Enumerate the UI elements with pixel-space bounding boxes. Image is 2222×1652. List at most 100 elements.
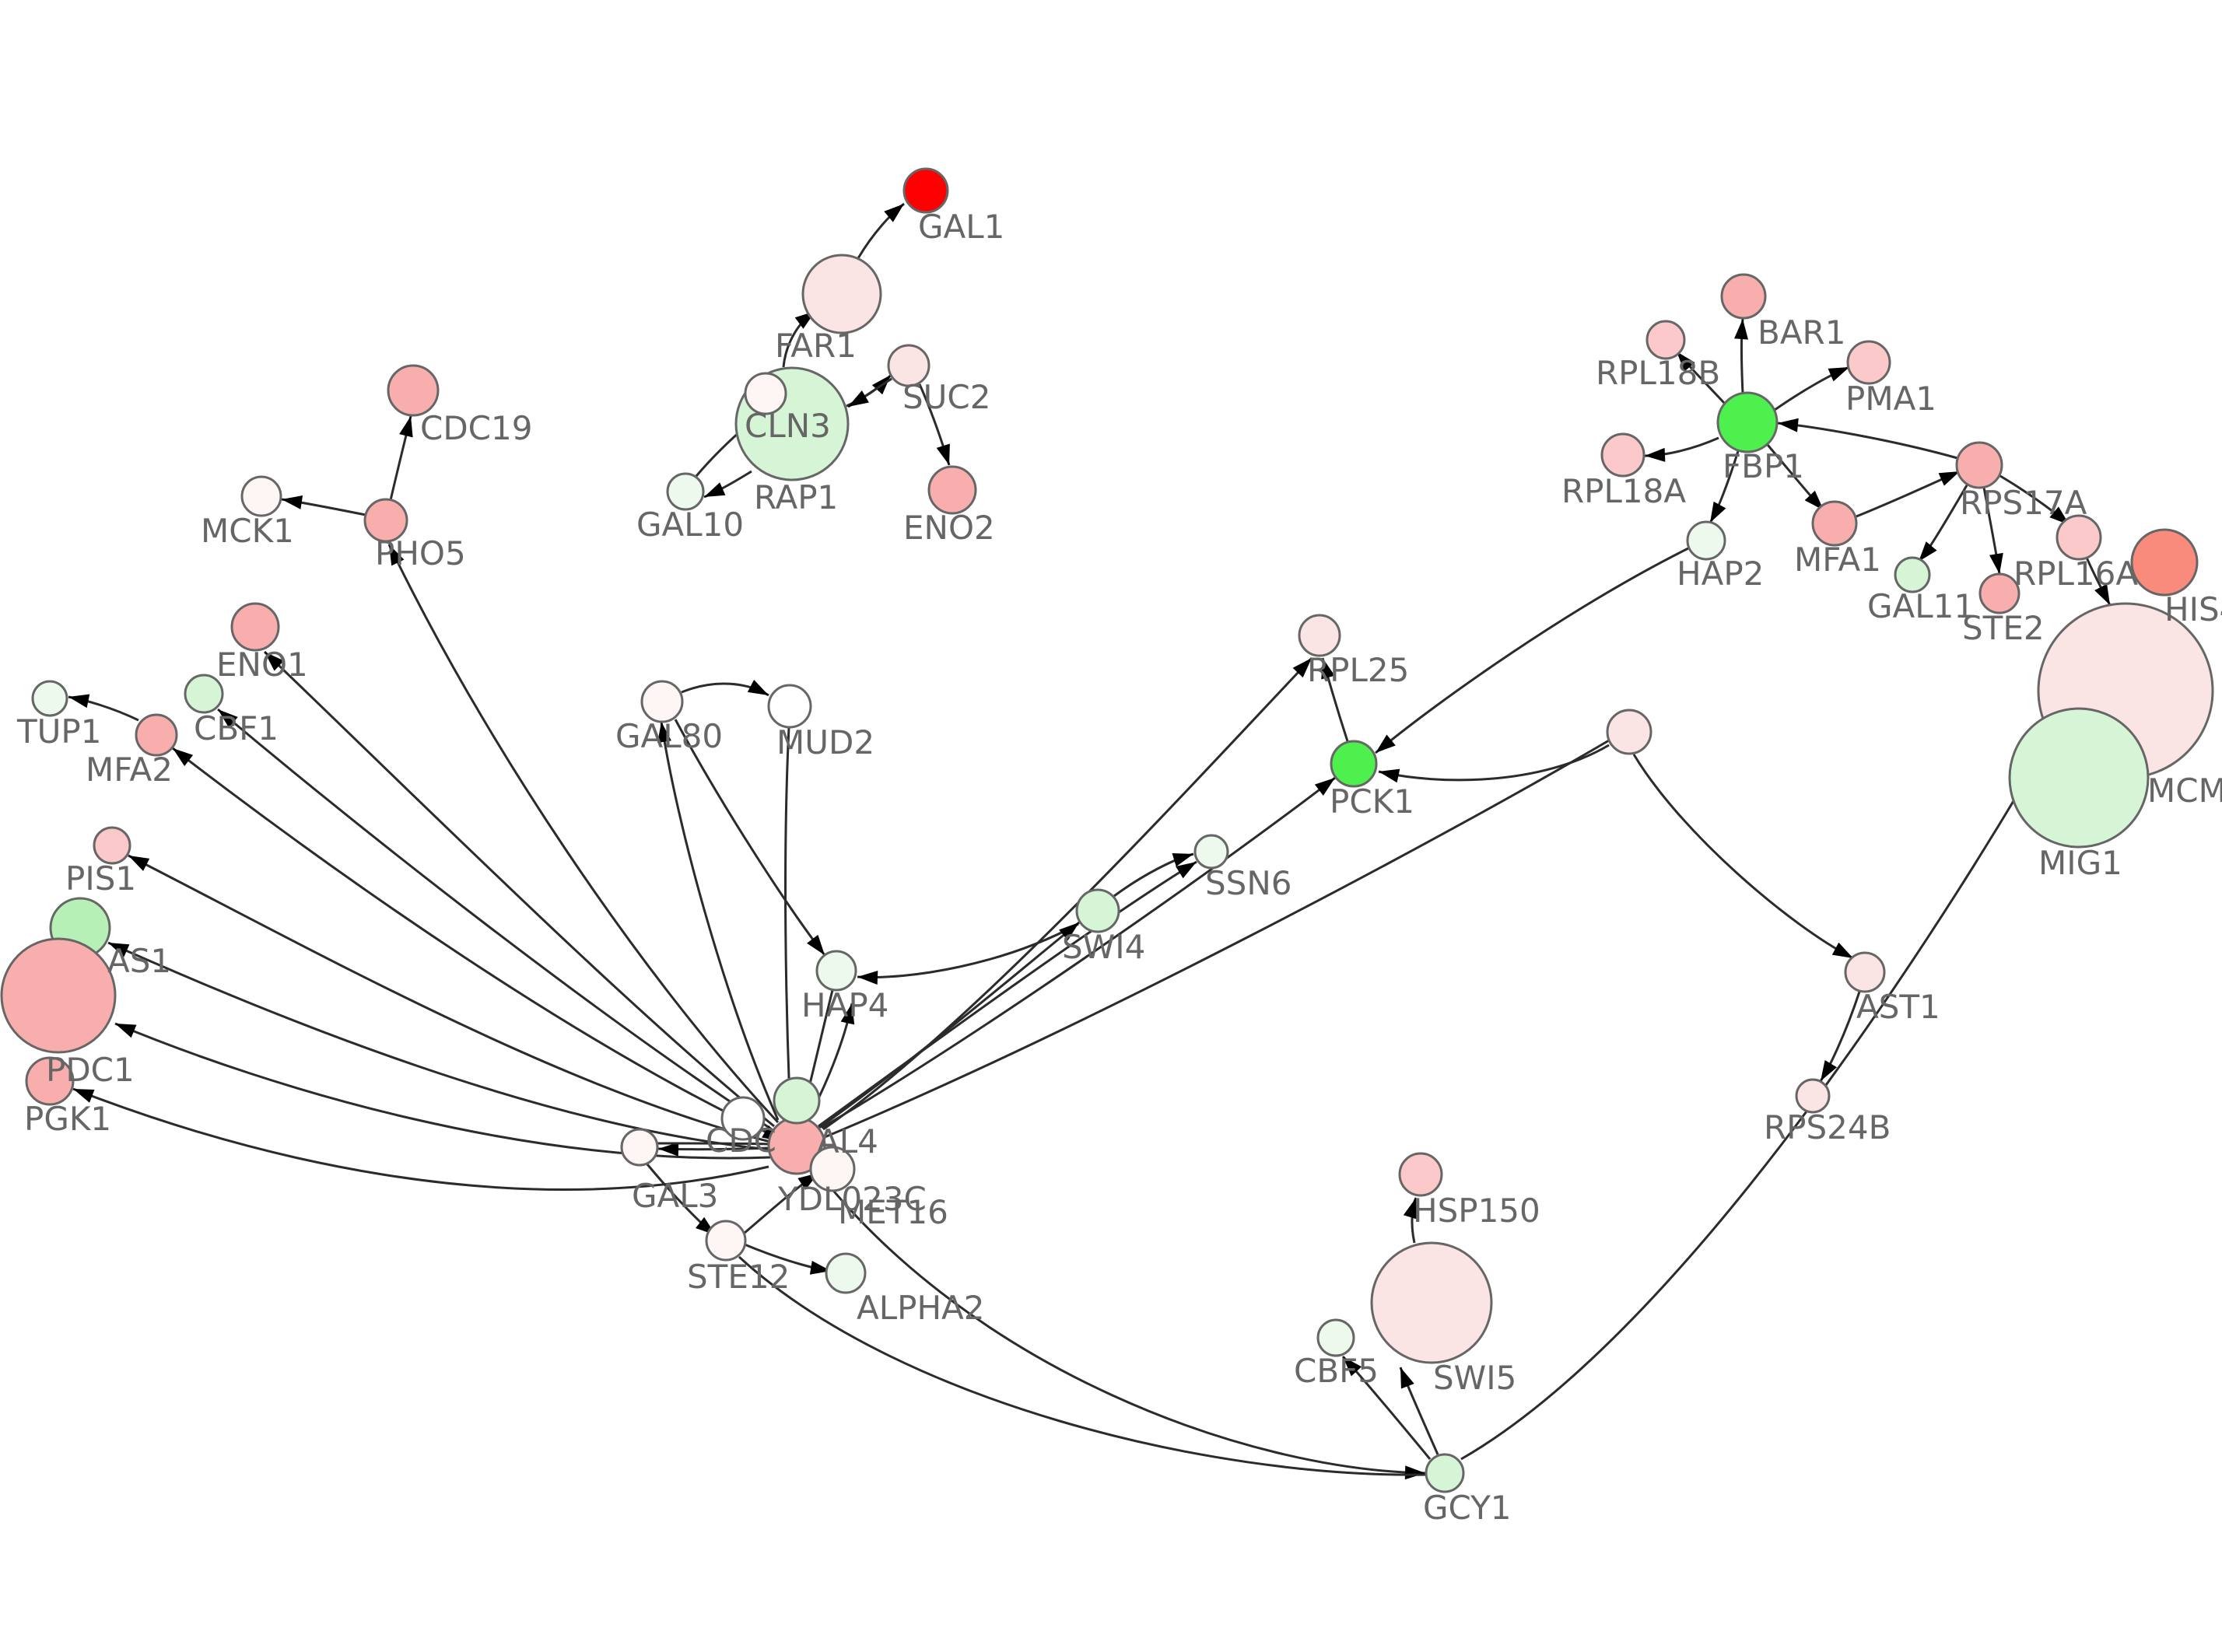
- network-node-gal11[interactable]: [1894, 556, 1931, 593]
- network-node-tup1[interactable]: [31, 680, 68, 717]
- edge-line: [815, 1170, 1426, 1475]
- network-node-pis1[interactable]: [93, 826, 131, 865]
- edge: [107, 941, 771, 1151]
- network-node-swi4[interactable]: [1075, 888, 1120, 933]
- edge: [816, 921, 1080, 1131]
- network-node-far1[interactable]: [801, 254, 882, 334]
- network-node-eno2[interactable]: [927, 465, 977, 515]
- network-node-hsp150[interactable]: [1398, 1152, 1443, 1197]
- network-node-suc2[interactable]: [887, 344, 931, 387]
- node-label-eno1: ENO1: [216, 646, 308, 684]
- edge: [818, 860, 1197, 1128]
- edge: [782, 726, 797, 1118]
- node-label-ssn6: SSN6: [1205, 864, 1291, 902]
- network-node-his4[interactable]: [2130, 528, 2199, 597]
- edge-line: [824, 739, 1610, 1139]
- network-node-rpl18a[interactable]: [1600, 432, 1645, 478]
- network-node-rpl25[interactable]: [1298, 614, 1341, 657]
- network-node-swi5[interactable]: [1370, 1241, 1493, 1364]
- arrowhead-icon: [73, 1089, 95, 1103]
- edge-line: [784, 726, 792, 1118]
- node-label-cln3: CLN3: [745, 407, 831, 445]
- network-node-gal1[interactable]: [902, 167, 949, 214]
- arrowhead-icon: [1778, 418, 1799, 432]
- edge: [281, 495, 366, 516]
- edge-line: [263, 650, 775, 1128]
- network-node-cbf1[interactable]: [184, 674, 224, 714]
- arrowhead-icon: [1404, 1465, 1425, 1480]
- node-label-fbp1: FBP1: [1723, 447, 1804, 485]
- node-label-rps17a: RPS17A: [1960, 484, 2087, 522]
- network-node-gal80[interactable]: [640, 680, 684, 723]
- network-node-rpl16a[interactable]: [2056, 514, 2102, 561]
- edge: [738, 1255, 1426, 1476]
- edge-line: [1777, 422, 1958, 460]
- network-node-rps24b[interactable]: [1795, 1078, 1831, 1114]
- network-node-rpl18b[interactable]: [1645, 320, 1686, 360]
- network-node-mig1[interactable]: [2008, 707, 2150, 849]
- network-node-ast1[interactable]: [1844, 951, 1886, 993]
- edge: [217, 708, 773, 1131]
- network-node-mud2[interactable]: [767, 684, 812, 729]
- arrowhead-icon: [1176, 862, 1197, 879]
- network-node-ydl023c[interactable]: [809, 1146, 856, 1192]
- edge-line: [1460, 751, 2045, 1461]
- network-node-mfa2[interactable]: [135, 713, 178, 757]
- node-label-tup1: TUP1: [16, 712, 101, 751]
- network-node-met16[interactable]: [773, 1076, 821, 1125]
- network-node-ssn6[interactable]: [1193, 834, 1229, 870]
- arrowhead-icon: [128, 856, 150, 871]
- arrowhead-icon: [840, 1003, 855, 1025]
- network-node-rps17a[interactable]: [1955, 441, 2003, 489]
- network-node-cdc19[interactable]: [387, 364, 440, 417]
- node-label-pma1: PMA1: [1845, 380, 1936, 418]
- node-label-bar1: BAR1: [1758, 313, 1845, 352]
- edges-layer: [68, 202, 2112, 1480]
- network-node-eno1[interactable]: [230, 602, 280, 652]
- edge: [1777, 418, 1958, 460]
- node-label-far1: FAR1: [775, 327, 857, 365]
- node-label-his4: HIS4: [2164, 590, 2222, 628]
- network-node-pma1[interactable]: [1846, 340, 1891, 385]
- network-node-ste12[interactable]: [705, 1220, 747, 1262]
- node-label-swi5: SWI5: [1433, 1359, 1516, 1397]
- network-node-gal10[interactable]: [666, 472, 705, 511]
- network-node-hap4[interactable]: [815, 950, 857, 992]
- network-node-ste2[interactable]: [1978, 572, 2020, 614]
- edge: [172, 747, 771, 1136]
- arrowhead-icon: [173, 748, 194, 766]
- network-node-gcy1[interactable]: [1425, 1453, 1465, 1493]
- edge: [681, 679, 769, 697]
- node-label-ydl023c: YDL023C: [777, 1180, 927, 1218]
- edge-line: [1632, 754, 1854, 960]
- edge: [918, 383, 951, 466]
- node-label-rps24b: RPS24B: [1764, 1108, 1891, 1146]
- arrowhead-icon: [807, 934, 825, 955]
- network-node-cbf5[interactable]: [1316, 1318, 1355, 1357]
- network-node-rap1[interactable]: [744, 372, 787, 415]
- arrowhead-icon: [1314, 778, 1335, 796]
- edge: [703, 470, 752, 499]
- network-node-cdc[interactable]: [720, 1096, 766, 1141]
- arrowhead-icon: [1831, 942, 1853, 958]
- network-node-hap2[interactable]: [1686, 520, 1726, 561]
- network-node-pgk1[interactable]: [25, 1056, 75, 1106]
- edge-line: [128, 854, 771, 1143]
- network-node-pck1[interactable]: [1330, 740, 1378, 788]
- network-node-pho5[interactable]: [363, 498, 408, 543]
- arrowhead-icon: [2094, 583, 2110, 605]
- network-node-alpha2[interactable]: [825, 1252, 867, 1294]
- edge: [1734, 318, 1748, 394]
- network-node-pdc1[interactable]: [0, 937, 117, 1054]
- network-node-mfa1[interactable]: [1811, 500, 1858, 547]
- network-node-bar1[interactable]: [1720, 273, 1767, 320]
- network-node-gal3[interactable]: [620, 1128, 659, 1167]
- network-node-fbp1[interactable]: [1716, 391, 1779, 453]
- edge: [847, 377, 892, 408]
- network-node-mck1[interactable]: [240, 475, 282, 517]
- node-label-gcy1: GCY1: [1423, 1489, 1512, 1527]
- network-node[interactable]: [1606, 709, 1652, 755]
- edge: [674, 719, 826, 956]
